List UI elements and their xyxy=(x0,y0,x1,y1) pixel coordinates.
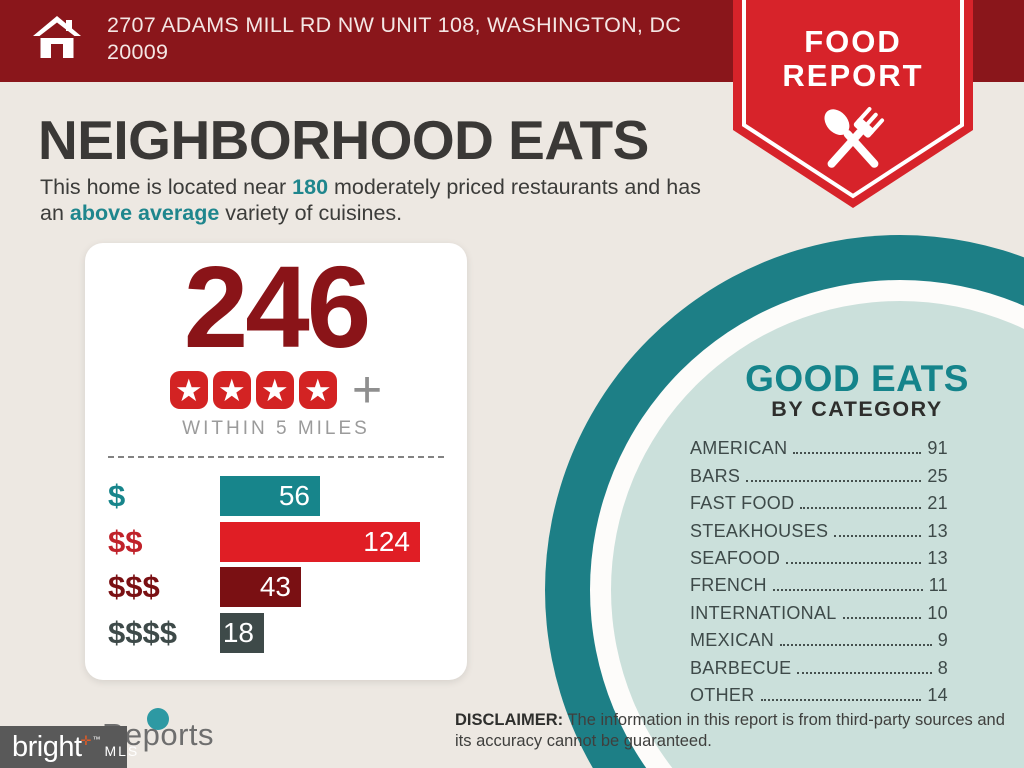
category-row: BARBECUE 8 xyxy=(690,649,948,678)
category-row: STEAKHOUSES 13 xyxy=(690,512,948,541)
price-tier-row: $$ 124 xyxy=(85,521,467,562)
category-value: 21 xyxy=(927,493,948,514)
category-value: 13 xyxy=(927,547,948,568)
dot-leader xyxy=(834,534,922,537)
category-value: 11 xyxy=(928,575,948,596)
disclaimer: DISCLAIMER: The information in this repo… xyxy=(455,710,1024,753)
category-label: AMERICAN xyxy=(690,438,788,459)
star-rating: ★ ★ ★ ★ + xyxy=(85,361,467,419)
home-icon xyxy=(33,16,81,58)
brightmls-plus-icon: ✛ xyxy=(80,733,92,748)
category-label: STEAKHOUSES xyxy=(690,520,829,541)
dot-leader xyxy=(786,561,922,564)
category-value: 8 xyxy=(937,657,948,678)
star-icon: ★ xyxy=(255,371,294,409)
price-bar-chart: $56 $$ 124 $$$ 43 $$$$ 18 xyxy=(85,476,467,658)
spoon-fork-icon xyxy=(824,107,885,168)
disclaimer-label: DISCLAIMER: xyxy=(455,711,564,729)
star-icon: ★ xyxy=(298,371,337,409)
brightmls-mls-label: MLS xyxy=(104,743,140,759)
category-value: 14 xyxy=(927,684,948,705)
restaurant-count: 180 xyxy=(292,175,329,199)
category-label: FRENCH xyxy=(690,575,767,596)
dashed-divider xyxy=(108,456,444,458)
page-title: NEIGHBORHOOD EATS xyxy=(38,109,649,171)
price-tier-label: $$$ xyxy=(108,569,160,604)
price-tier-row: $56 xyxy=(85,476,467,516)
dot-leader xyxy=(842,616,922,619)
radius-label: WITHIN 5 MILES xyxy=(182,418,370,439)
brightmls-watermark: bright ✛ ™ MLS xyxy=(0,726,137,768)
summary-card: 246 ★ ★ ★ ★ + WITHIN 5 MILES $56 $$ 124 $$$ 43 $$… xyxy=(85,243,467,680)
price-tier-label: $$ xyxy=(108,523,143,559)
good-eats-title: GOOD EATS xyxy=(745,358,969,399)
badge-line1: FOOD xyxy=(804,24,902,59)
price-tier-label: $$$$ xyxy=(108,614,177,650)
category-row: AMERICAN 91 xyxy=(690,430,948,457)
category-label: FAST FOOD xyxy=(690,493,795,514)
category-label: INTERNATIONAL xyxy=(690,602,837,623)
category-row: OTHER 14 xyxy=(690,677,948,704)
price-tier-label: $ xyxy=(108,478,126,513)
brightmls-wordmark: bright xyxy=(12,731,82,763)
dot-leader xyxy=(793,452,922,455)
dot-leader xyxy=(772,589,923,592)
star-icon: ★ xyxy=(169,371,208,409)
category-label: SEAFOOD xyxy=(690,547,781,568)
total-restaurants: 246 xyxy=(183,242,372,372)
subtitle-pre: This home is located near xyxy=(40,175,293,199)
dot-leader xyxy=(746,479,922,482)
plus-icon: + xyxy=(351,361,383,419)
price-tier-bar: 18 xyxy=(220,612,264,653)
disclaimer-text: The information in this report is from t… xyxy=(455,711,1005,751)
star-icon: ★ xyxy=(212,371,251,409)
category-row: FRENCH 11 xyxy=(690,567,948,594)
category-label: BARS xyxy=(690,465,741,486)
dot-leader xyxy=(797,671,932,674)
property-address: 2707 ADAMS MILL RD NW UNIT 108, WASHINGT… xyxy=(107,13,682,65)
category-row: FAST FOOD 21 xyxy=(690,485,948,512)
category-row: BARS 25 xyxy=(690,457,948,486)
category-row: SEAFOOD 13 xyxy=(690,540,948,567)
price-tier-row: $$$$ 18 xyxy=(85,612,467,653)
category-value: 13 xyxy=(927,520,948,541)
dot-leader xyxy=(800,507,922,510)
category-label: MEXICAN xyxy=(690,630,775,651)
price-tier-bar: 56 xyxy=(220,476,320,516)
subtitle: This home is located near 180 moderately… xyxy=(40,174,720,227)
category-value: 91 xyxy=(927,438,948,459)
subtitle-post: variety of cuisines. xyxy=(219,201,403,226)
trademark-symbol: ™ xyxy=(92,735,101,744)
category-list: AMERICAN 91 BARS 25 FAST FOOD 21 STEAKHOUSES 13… xyxy=(690,430,948,704)
dot-leader xyxy=(760,698,922,701)
category-row: MEXICAN 9 xyxy=(690,622,948,649)
price-tier-bar: 124 xyxy=(220,521,420,562)
category-row: INTERNATIONAL 10 xyxy=(690,594,948,623)
category-value: 9 xyxy=(937,630,948,651)
good-eats-subtitle: BY CATEGORY xyxy=(771,397,943,421)
variety-highlight: above average xyxy=(69,201,220,226)
dot-leader xyxy=(780,644,932,647)
price-tier-row: $$$ 43 xyxy=(85,567,467,607)
badge-line2: REPORT xyxy=(782,58,923,93)
price-tier-bar: 43 xyxy=(220,567,301,607)
subtitle-mid: moderately priced restaurants and has an xyxy=(40,175,701,226)
category-value: 10 xyxy=(927,602,948,623)
food-report-badge: FOOD REPORT xyxy=(733,0,973,208)
category-value: 25 xyxy=(927,465,948,486)
category-label: OTHER xyxy=(690,684,755,705)
reports-logo-dot-icon xyxy=(147,708,169,730)
category-label: BARBECUE xyxy=(690,657,792,678)
